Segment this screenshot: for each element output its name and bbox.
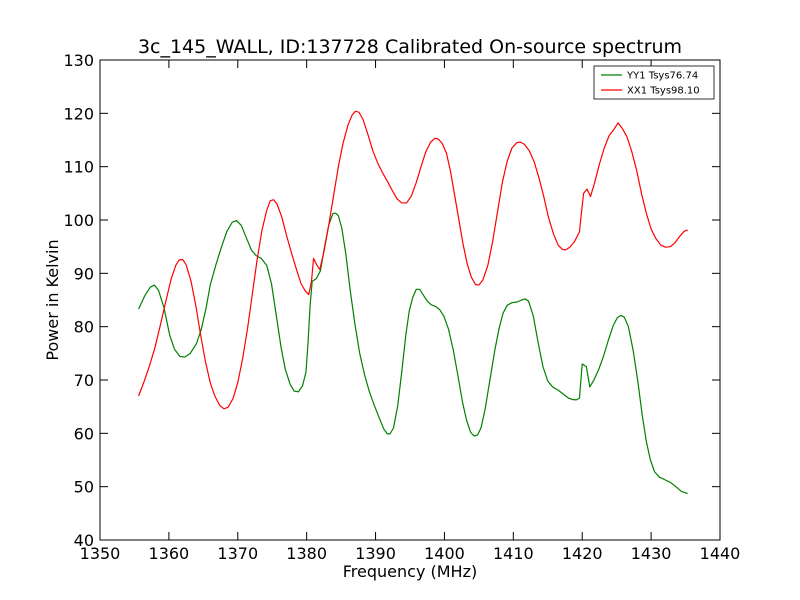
x-tick-label-1370: 1370: [217, 544, 258, 563]
x-axis: 1350 1360 1370 1380 1390 1400 1410 1420 1430 1440: [80, 60, 741, 563]
y-tick-label-50: 50: [74, 478, 94, 497]
y-tick-label-110: 110: [63, 158, 94, 177]
y-tick-label-60: 60: [74, 424, 94, 443]
series-layer: [138, 110, 688, 495]
x-tick-label-1350: 1350: [80, 544, 121, 563]
x-tick-label-1430: 1430: [631, 544, 672, 563]
y-tick-label-100: 100: [63, 211, 94, 230]
x-tick-label-1420: 1420: [562, 544, 603, 563]
y-tick-label-90: 90: [74, 264, 94, 283]
chart-title: 3c_145_WALL, ID:137728 Calibrated On-sou…: [138, 36, 682, 58]
legend-label-yy1: YY1 Tsys76.74: [626, 71, 698, 82]
y-tick-label-80: 80: [74, 318, 94, 337]
y-tick-label-130: 130: [63, 51, 94, 70]
plot-area: [100, 60, 720, 540]
x-tick-label-1410: 1410: [493, 544, 534, 563]
x-tick-label-1400: 1400: [424, 544, 465, 563]
series-line-xx1: [138, 110, 688, 410]
x-tick-label-1380: 1380: [286, 544, 327, 563]
y-axis-title: Power in Kelvin: [43, 239, 62, 360]
x-tick-label-1360: 1360: [149, 544, 190, 563]
legend: YY1 Tsys76.74 XX1 Tsys98.10: [593, 65, 715, 100]
legend-label-xx1: XX1 Tsys98.10: [627, 86, 700, 97]
series-line-yy1: [138, 212, 688, 495]
x-tick-label-1440: 1440: [700, 544, 741, 563]
y-tick-label-120: 120: [63, 104, 94, 123]
x-axis-title: Frequency (MHz): [343, 562, 477, 581]
y-axis: 40 50 60 70 80 90 100 110 120 130: [63, 51, 720, 550]
plot-frame: [99, 59, 721, 541]
legend-box: [593, 65, 715, 100]
y-tick-label-70: 70: [74, 371, 94, 390]
y-tick-label-40: 40: [74, 531, 94, 550]
x-tick-label-1390: 1390: [355, 544, 396, 563]
